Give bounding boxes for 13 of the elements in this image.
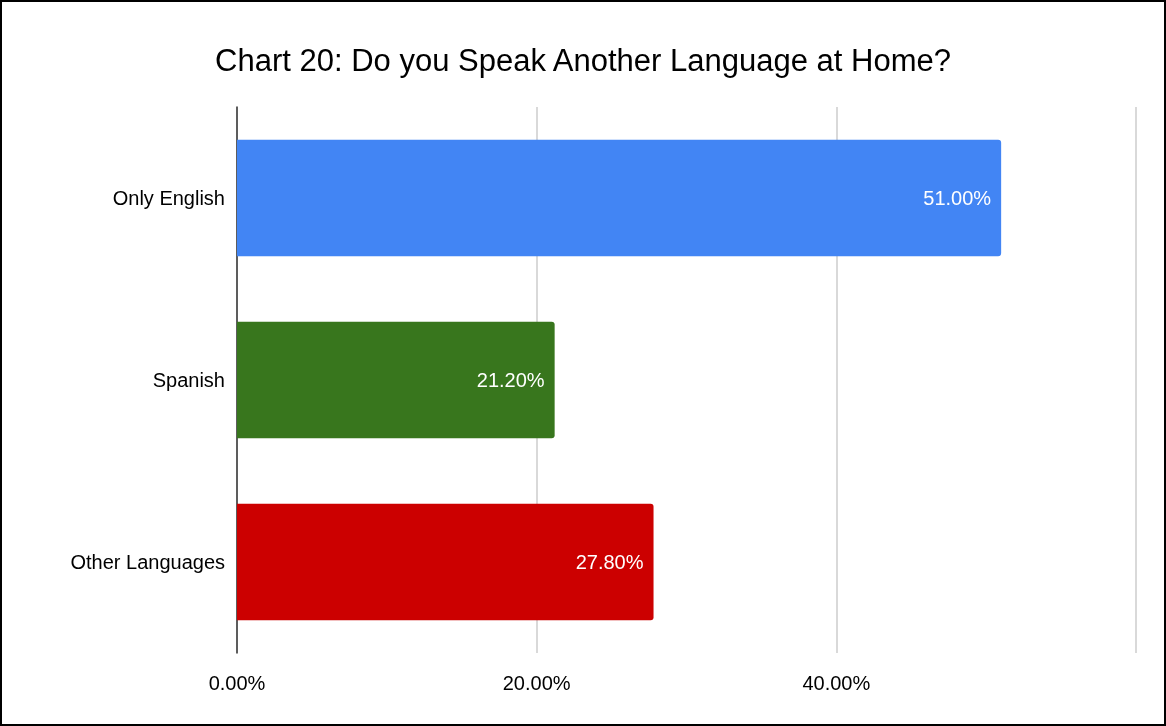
x-tick-label: 20.00% xyxy=(502,672,571,694)
bar xyxy=(237,503,654,621)
x-tick-label: 40.00% xyxy=(802,672,871,694)
bar xyxy=(237,321,555,439)
data-label: 27.80% xyxy=(575,551,644,573)
y-tick-label: Spanish xyxy=(152,369,225,391)
data-label: 21.20% xyxy=(476,369,545,391)
x-tick-label: 0.00% xyxy=(208,672,266,694)
bar xyxy=(237,139,1002,257)
y-tick-label: Only English xyxy=(112,187,225,209)
y-tick-label: Other Languages xyxy=(70,551,225,573)
chart-title: Chart 20: Do you Speak Another Language at Home? xyxy=(215,43,951,78)
data-label: 51.00% xyxy=(923,187,992,209)
